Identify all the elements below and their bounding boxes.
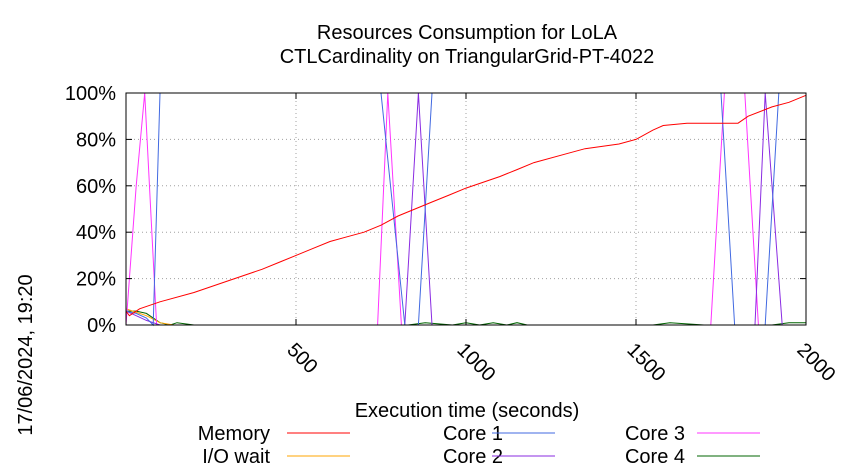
y-tick-label: 40% [76,222,116,244]
x-tick-label: 1500 [622,339,669,386]
legend-label: I/O wait [202,446,270,468]
legend-label: Core 3 [625,423,685,445]
y-tick-label: 60% [76,176,116,198]
legend-label: Core 1 [443,423,503,445]
y-tick-label: 20% [76,269,116,291]
x-tick-label: 1000 [452,339,499,386]
legend-label: Core 4 [625,446,685,468]
legend-label: Core 2 [443,446,503,468]
x-tick-label: 2000 [792,339,839,386]
y-tick-label: 80% [76,129,116,151]
x-axis-label: Execution time (seconds) [355,400,580,422]
x-axis-ticks: 500 1000 1500 2000 [282,93,839,386]
chart-subtitle: CTLCardinality on TriangularGrid-PT-4022 [280,46,655,68]
timestamp-label: 17/06/2024, 19:20 [15,274,37,435]
y-axis-ticks: 0% 20% 40% 60% 80% 100% [65,83,806,337]
series-line-memory [125,94,807,317]
legend-label: Memory [198,423,270,445]
series-line-core-3 [125,92,806,326]
y-tick-label: 0% [87,315,116,337]
y-tick-label: 100% [65,83,116,105]
grid-lines [126,93,806,325]
x-tick-label: 500 [282,339,321,378]
chart-title: Resources Consumption for LoLA [317,22,618,44]
